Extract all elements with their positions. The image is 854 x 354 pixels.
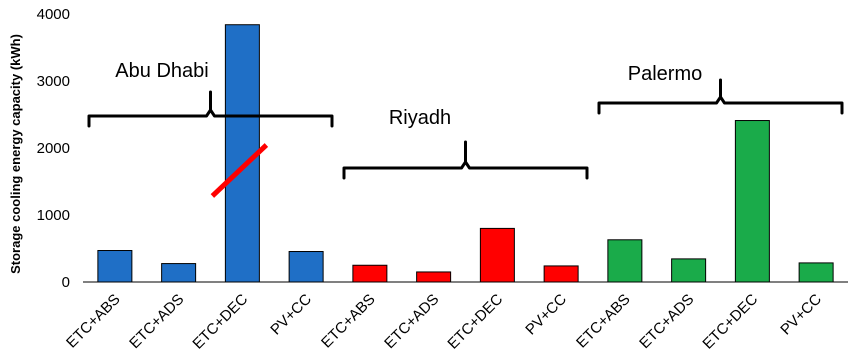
x-tick-label: ETC+ABS — [573, 291, 634, 352]
bar — [798, 262, 834, 283]
bar — [352, 264, 388, 283]
group-brace — [87, 90, 334, 128]
x-tick-label: ETC+DEC — [444, 291, 506, 353]
bar — [97, 250, 133, 283]
x-tick-label: PV+CC — [777, 291, 825, 339]
y-tick-label: 4000 — [37, 6, 70, 23]
group-label: Riyadh — [389, 107, 451, 129]
bar — [671, 258, 707, 283]
x-tick-label: ETC+ADS — [381, 291, 442, 352]
group-label: Abu Dhabi — [115, 60, 208, 82]
x-tick-label: ETC+ABS — [318, 291, 379, 352]
x-tick-label: ETC+ABS — [63, 291, 124, 352]
x-tick-label: ETC+DEC — [699, 291, 761, 353]
x-tick-label: ETC+ADS — [636, 291, 697, 352]
bar — [161, 263, 197, 283]
x-tick-label: ETC+ADS — [126, 291, 187, 352]
y-tick-label: 3000 — [37, 73, 70, 90]
bar — [734, 120, 770, 283]
bar — [543, 265, 579, 283]
group-braces: Abu Dhabi Riyadh Palermo — [87, 60, 844, 180]
x-tick-label: PV+CC — [267, 291, 315, 339]
bar — [416, 271, 452, 283]
bar — [607, 239, 643, 283]
bars — [97, 24, 834, 283]
y-axis-label: Storage cooling energy capacity (kWh) — [8, 34, 23, 274]
bar — [288, 251, 324, 283]
x-tick-label: PV+CC — [522, 291, 570, 339]
y-tick-label: 2000 — [37, 140, 70, 157]
y-tick-label: 0 — [62, 274, 70, 291]
x-tick-label: ETC+DEC — [189, 291, 251, 353]
group-brace — [342, 140, 589, 180]
y-tick-label: 1000 — [37, 207, 70, 224]
x-axis-ticks: ETC+ABS ETC+ADS ETC+DEC PV+CC ETC+ABS ETC+ADS… — [63, 291, 825, 353]
group-label: Palermo — [628, 63, 702, 85]
bar — [224, 24, 260, 283]
y-axis-ticks: 0 1000 2000 3000 4000 — [37, 6, 70, 291]
strike-line — [210, 143, 269, 198]
group-brace — [597, 78, 844, 115]
bar — [479, 227, 515, 283]
annotations — [210, 143, 269, 198]
